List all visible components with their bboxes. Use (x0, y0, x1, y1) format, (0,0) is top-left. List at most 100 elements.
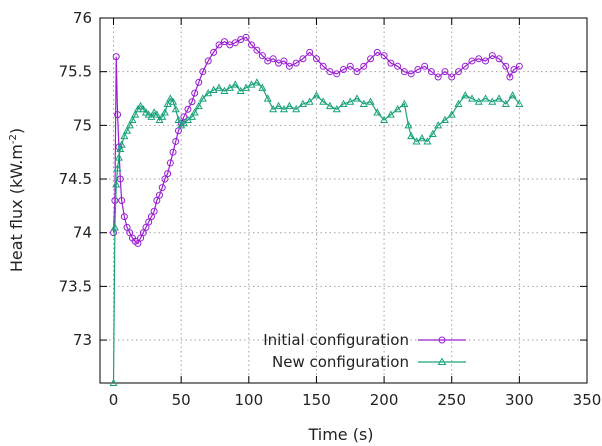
data-point (220, 38, 228, 46)
series-line (112, 36, 520, 245)
y-tick-label: 75 (73, 116, 92, 134)
plot-frame (99, 17, 588, 384)
data-point (177, 121, 186, 129)
data-point (461, 91, 470, 99)
data-point (417, 134, 427, 142)
data-point (144, 110, 153, 118)
data-point (285, 62, 293, 70)
data-point (441, 68, 449, 76)
data-point (285, 101, 294, 110)
legend-label-initial: Initial configuration (263, 331, 409, 349)
data-point (274, 101, 283, 110)
data-point (120, 213, 128, 221)
y-axis-label-main: Heat flux (kW.m (7, 144, 26, 272)
data-point (252, 78, 261, 86)
data-point (145, 218, 153, 226)
y-tick-label: 73 (73, 331, 92, 349)
data-point (305, 97, 314, 105)
y-tick-label: 75.5 (59, 63, 92, 81)
data-point (488, 97, 497, 105)
x-tick-label: 50 (172, 391, 191, 409)
data-point (188, 98, 196, 106)
data-point (423, 137, 432, 145)
x-tick-label: 100 (234, 391, 263, 409)
data-point (319, 62, 327, 70)
data-point (434, 121, 443, 129)
data-point (158, 112, 167, 120)
data-point (292, 59, 300, 67)
data-point (515, 62, 523, 70)
data-point (166, 94, 175, 102)
data-point (160, 108, 169, 116)
data-point (137, 234, 145, 242)
data-point (131, 110, 140, 118)
data-point (482, 57, 490, 65)
data-point (312, 91, 321, 99)
data-point (158, 184, 166, 192)
data-point (326, 68, 334, 76)
data-point (169, 148, 177, 156)
y-tick-label: 74.5 (59, 170, 92, 188)
data-point (139, 229, 147, 237)
x-tick-label: 350 (573, 391, 602, 409)
data-point (263, 94, 272, 102)
data-point (231, 39, 239, 47)
data-point (440, 115, 450, 124)
data-point (332, 105, 341, 113)
data-point (394, 62, 402, 70)
legend-marker-new (437, 357, 447, 365)
data-point (367, 55, 375, 63)
data-point (116, 144, 125, 153)
data-point (153, 197, 161, 204)
data-point (112, 53, 120, 61)
x-tick-label: 0 (109, 391, 119, 409)
data-point (136, 101, 145, 110)
data-point (128, 115, 137, 124)
data-point (400, 99, 409, 107)
data-point (306, 48, 314, 56)
data-point (123, 223, 131, 231)
series-line (112, 81, 520, 384)
data-point (454, 68, 462, 76)
data-point (126, 229, 134, 237)
data-point (174, 115, 183, 124)
data-point (352, 94, 362, 102)
data-point (333, 70, 341, 78)
data-point (114, 153, 123, 161)
data-point (142, 223, 150, 231)
data-point (116, 175, 124, 183)
data-point (209, 85, 218, 93)
data-point (360, 62, 368, 70)
data-point (353, 68, 361, 76)
data-point (475, 55, 483, 63)
x-tick-label: 200 (370, 391, 399, 409)
data-point (414, 66, 422, 74)
data-point (380, 52, 388, 60)
data-point (184, 105, 192, 113)
data-point (454, 99, 463, 107)
x-axis-label: Time (s) (307, 425, 373, 444)
data-point (386, 110, 395, 118)
data-point (292, 105, 301, 113)
data-point (366, 97, 375, 105)
data-point (204, 57, 212, 65)
data-point (447, 110, 456, 118)
data-point (247, 80, 256, 88)
data-point (113, 164, 122, 172)
data-point (407, 70, 415, 78)
series-layer (109, 33, 524, 387)
data-point (495, 55, 503, 63)
data-point (198, 94, 207, 102)
x-tick-label: 150 (302, 391, 331, 409)
data-point (156, 191, 164, 199)
data-point (150, 207, 158, 215)
data-point (404, 121, 413, 129)
data-point (393, 105, 402, 113)
data-point (258, 83, 267, 91)
data-point (299, 55, 307, 63)
data-point (214, 83, 224, 91)
legend-label-new: New configuration (272, 353, 409, 371)
legend: Initial configuration New configuration (263, 331, 466, 371)
data-point (373, 48, 381, 56)
